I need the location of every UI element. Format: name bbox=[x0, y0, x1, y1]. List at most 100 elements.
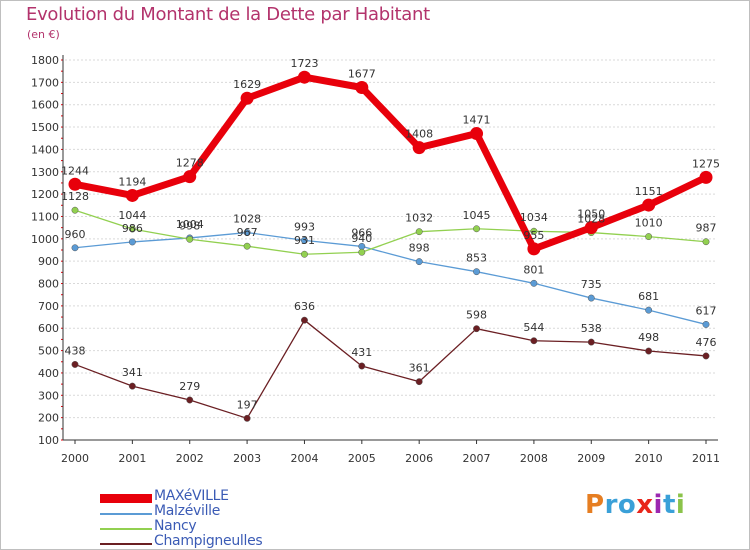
data-label: 1151 bbox=[635, 185, 663, 198]
x-tick-label: 2006 bbox=[405, 452, 433, 465]
legend-label: MAXéVILLE bbox=[154, 488, 229, 504]
data-label: 1723 bbox=[290, 57, 318, 70]
data-point bbox=[71, 360, 79, 368]
y-tick-label: 1500 bbox=[31, 121, 59, 134]
data-point bbox=[527, 242, 541, 256]
data-point bbox=[415, 258, 423, 266]
y-tick-label: 1200 bbox=[31, 188, 59, 201]
y-tick-label: 1100 bbox=[31, 210, 59, 223]
data-point bbox=[128, 225, 136, 233]
legend-label: Champigneulles bbox=[154, 533, 263, 549]
data-label: 1275 bbox=[692, 157, 720, 170]
data-label: 197 bbox=[237, 398, 258, 411]
legend-label: Nancy bbox=[154, 518, 197, 534]
data-point bbox=[186, 235, 194, 243]
data-label: 544 bbox=[523, 321, 544, 334]
y-tick-label: 1400 bbox=[31, 143, 59, 156]
data-point bbox=[71, 244, 79, 252]
x-tick-label: 2001 bbox=[118, 452, 146, 465]
data-point bbox=[587, 338, 595, 346]
data-label: 1028 bbox=[577, 213, 605, 226]
data-point bbox=[128, 238, 136, 246]
data-label: 1050 bbox=[577, 208, 605, 221]
x-tick-label: 2004 bbox=[290, 452, 318, 465]
data-point bbox=[645, 347, 653, 355]
data-label: 931 bbox=[294, 234, 315, 247]
data-label: 735 bbox=[581, 278, 602, 291]
data-point bbox=[243, 414, 251, 422]
data-point bbox=[530, 227, 538, 235]
data-point bbox=[301, 250, 308, 258]
y-tick-label: 1300 bbox=[31, 166, 59, 179]
data-point bbox=[530, 337, 538, 345]
data-label: 955 bbox=[523, 229, 544, 242]
data-label: 967 bbox=[237, 226, 258, 239]
data-label: 940 bbox=[351, 232, 372, 245]
data-label: 438 bbox=[65, 344, 86, 357]
data-point bbox=[125, 188, 139, 202]
data-label: 1004 bbox=[176, 218, 204, 231]
data-point bbox=[358, 362, 366, 370]
chart-subtitle: (en €) bbox=[27, 28, 60, 41]
data-label: 361 bbox=[409, 362, 430, 375]
data-label: 476 bbox=[696, 336, 717, 349]
x-tick-label: 2010 bbox=[635, 452, 663, 465]
data-label: 279 bbox=[179, 380, 200, 393]
x-tick-label: 2003 bbox=[233, 452, 261, 465]
data-label: 1408 bbox=[405, 128, 433, 141]
data-point bbox=[355, 80, 369, 94]
series-line-nancy bbox=[74, 209, 707, 255]
data-label: 1128 bbox=[61, 190, 89, 203]
series-line-malzéville bbox=[74, 231, 707, 326]
y-tick-label: 300 bbox=[38, 389, 59, 402]
data-point bbox=[240, 91, 254, 105]
data-label: 986 bbox=[122, 222, 143, 235]
x-tick-label: 2000 bbox=[61, 452, 89, 465]
legend-swatch bbox=[100, 513, 152, 515]
x-tick-label: 2008 bbox=[520, 452, 548, 465]
y-tick-label: 900 bbox=[38, 255, 59, 268]
data-label: 993 bbox=[294, 220, 315, 233]
data-point bbox=[412, 141, 426, 155]
y-tick-label: 800 bbox=[38, 278, 59, 291]
data-label: 617 bbox=[696, 304, 717, 317]
y-tick-label: 600 bbox=[38, 322, 59, 335]
data-point bbox=[301, 236, 308, 244]
data-label: 498 bbox=[638, 331, 659, 344]
data-point bbox=[415, 228, 423, 236]
y-tick-label: 400 bbox=[38, 367, 59, 380]
data-point bbox=[297, 70, 311, 84]
data-label: 898 bbox=[409, 242, 430, 255]
y-tick-label: 700 bbox=[38, 300, 59, 313]
series-line-maxéville bbox=[74, 73, 708, 253]
legend-swatch bbox=[100, 494, 152, 503]
data-point bbox=[642, 198, 656, 212]
x-tick-label: 2002 bbox=[176, 452, 204, 465]
data-label: 998 bbox=[179, 219, 200, 232]
x-tick-label: 2009 bbox=[577, 452, 605, 465]
data-label: 431 bbox=[351, 346, 372, 359]
data-point bbox=[584, 221, 598, 235]
data-point bbox=[699, 170, 713, 184]
data-label: 681 bbox=[638, 290, 659, 303]
x-tick-label: 2005 bbox=[348, 452, 376, 465]
data-label: 1244 bbox=[61, 164, 89, 177]
data-label: 801 bbox=[523, 263, 544, 276]
data-point bbox=[243, 242, 251, 250]
data-label: 1044 bbox=[118, 209, 146, 222]
data-point bbox=[415, 378, 423, 386]
data-label: 1677 bbox=[348, 67, 376, 80]
data-point bbox=[702, 352, 710, 360]
data-point bbox=[530, 279, 538, 287]
legend-swatch bbox=[100, 528, 152, 530]
data-label: 341 bbox=[122, 366, 143, 379]
series-line-champigneulles bbox=[74, 319, 707, 419]
data-label: 1010 bbox=[635, 217, 663, 230]
legend-label: Malzéville bbox=[154, 503, 221, 519]
data-point bbox=[702, 320, 710, 328]
data-label: 853 bbox=[466, 252, 487, 265]
chart-title: Evolution du Montant de la Dette par Hab… bbox=[26, 4, 430, 25]
x-tick-label: 2007 bbox=[463, 452, 491, 465]
data-label: 1278 bbox=[176, 157, 204, 170]
data-label: 966 bbox=[351, 226, 372, 239]
